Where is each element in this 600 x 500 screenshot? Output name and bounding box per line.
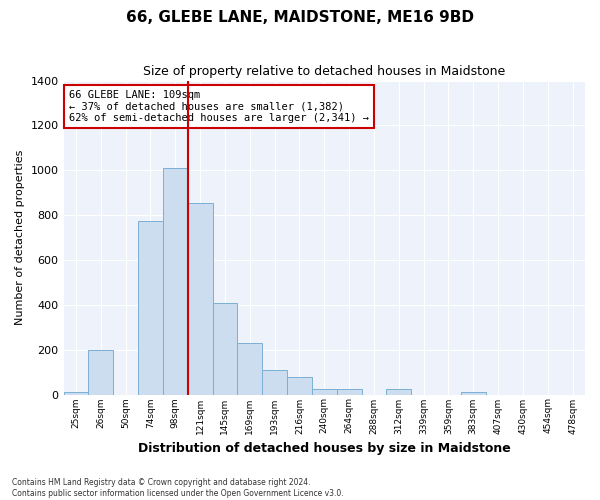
Text: 66, GLEBE LANE, MAIDSTONE, ME16 9BD: 66, GLEBE LANE, MAIDSTONE, ME16 9BD bbox=[126, 10, 474, 25]
Bar bbox=[312, 389, 337, 394]
Bar bbox=[262, 370, 287, 394]
Bar bbox=[238, 343, 262, 394]
Bar bbox=[138, 220, 163, 394]
Bar bbox=[188, 203, 212, 394]
Text: Contains HM Land Registry data © Crown copyright and database right 2024.
Contai: Contains HM Land Registry data © Crown c… bbox=[12, 478, 344, 498]
Bar bbox=[64, 392, 88, 394]
Bar bbox=[337, 389, 362, 394]
Bar bbox=[88, 350, 113, 395]
Bar bbox=[386, 389, 411, 394]
Title: Size of property relative to detached houses in Maidstone: Size of property relative to detached ho… bbox=[143, 65, 505, 78]
Y-axis label: Number of detached properties: Number of detached properties bbox=[15, 150, 25, 325]
Bar bbox=[212, 302, 238, 394]
Bar bbox=[287, 376, 312, 394]
Bar bbox=[163, 168, 188, 394]
Text: 66 GLEBE LANE: 109sqm
← 37% of detached houses are smaller (1,382)
62% of semi-d: 66 GLEBE LANE: 109sqm ← 37% of detached … bbox=[69, 90, 369, 123]
X-axis label: Distribution of detached houses by size in Maidstone: Distribution of detached houses by size … bbox=[138, 442, 511, 455]
Bar bbox=[461, 392, 485, 394]
